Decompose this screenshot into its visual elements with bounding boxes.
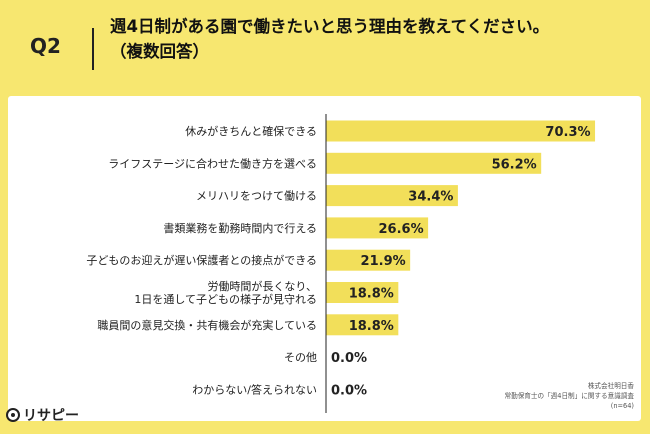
logo-mark-icon — [6, 408, 20, 422]
category-label-8: わからない/答えられない — [192, 382, 317, 396]
value-label-8: 0.0% — [331, 383, 367, 398]
credit-company: 株式会社明日香 — [587, 382, 634, 390]
value-label-5: 18.8% — [349, 287, 394, 302]
source-credit: 株式会社明日香 常勤保育士の「週4日制」に関する意識調査 (n=64) — [505, 381, 634, 411]
bar-5 — [326, 282, 399, 303]
chart-card — [8, 96, 641, 421]
question-title-line-1: 週4日制がある園で働きたいと思う理由を教えてください。 — [110, 17, 550, 36]
category-label-5-line-1: 労働時間が長くなり、 — [207, 279, 317, 293]
bar-6 — [326, 314, 399, 336]
brand-logo: リサピー — [6, 403, 79, 427]
category-label-1: ライフステージに合わせた働き方を選べる — [108, 156, 317, 170]
question-title-line-2: （複数回答） — [110, 42, 209, 61]
value-label-2: 34.4% — [408, 190, 453, 205]
header-divider — [92, 28, 94, 70]
value-label-7: 0.0% — [331, 351, 367, 366]
category-label-3: 書類業務を勤務時間内で行える — [163, 221, 317, 235]
category-label-5-line-2: 1日を通して子どもの様子が見守れる — [134, 292, 317, 306]
bar-1 — [326, 152, 542, 174]
category-label-6: 職員間の意見交換・共有機会が充実している — [97, 318, 317, 332]
bar-0 — [326, 120, 596, 142]
category-label-0: 休みがきちんと確保できる — [185, 124, 317, 138]
bar-4 — [326, 249, 411, 271]
value-label-6: 18.8% — [349, 319, 394, 334]
value-label-1: 56.2% — [492, 157, 537, 172]
bar-2 — [326, 185, 458, 207]
credit-sample-size: (n=64) — [610, 402, 634, 410]
value-label-3: 26.6% — [379, 222, 424, 237]
logo-text: リサピー — [23, 408, 79, 424]
value-label-0: 70.3% — [545, 125, 590, 140]
credit-survey: 常勤保育士の「週4日制」に関する意識調査 — [504, 392, 634, 400]
question-title: 週4日制がある園で働きたいと思う理由を教えてください。 （複数回答） — [110, 14, 630, 64]
bar-3 — [326, 217, 429, 239]
value-label-4: 21.9% — [361, 254, 406, 269]
question-label: Q2 — [30, 34, 61, 58]
category-label-2: メリハリをつけて働ける — [196, 190, 317, 203]
category-label-4: 子どものお迎えが遅い保護者との接点ができる — [86, 253, 317, 267]
category-label-7: その他 — [284, 351, 317, 364]
